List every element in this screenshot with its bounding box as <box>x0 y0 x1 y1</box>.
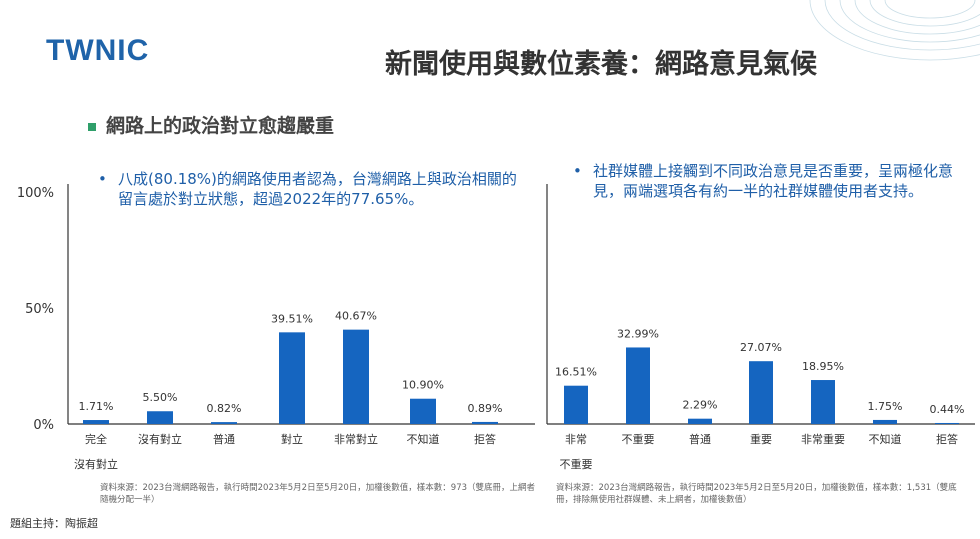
right-bar <box>564 385 588 424</box>
right-x-tick-label: 拒答 <box>936 432 958 446</box>
left-bar <box>279 332 305 424</box>
right-x-tick-label: 非常 <box>565 433 587 446</box>
right-bar-value-label: 32.99% <box>617 327 659 340</box>
right-bar-value-label: 2.29% <box>683 399 718 412</box>
left-bar-value-label: 1.71% <box>79 400 114 413</box>
left-bar <box>147 411 173 424</box>
left-bar <box>83 420 109 424</box>
left-bar <box>343 329 369 424</box>
right-x-tick-label: 重要 <box>750 432 772 446</box>
bullet-dot-icon: • <box>573 162 582 180</box>
right-bar <box>873 419 897 424</box>
left-bullet-text: 八成(80.18%)的網路使用者認為，台灣網路上與政治相關的留言處於對立狀態，超… <box>118 170 517 208</box>
left-x-tick-label: 不知道 <box>407 432 440 446</box>
bullet-dot-icon: • <box>98 170 107 188</box>
left-bar-value-label: 10.90% <box>402 379 444 392</box>
left-source-note: 資料來源：2023台灣網路報告，執行時間2023年5月2日至5月20日，加權後數… <box>100 483 536 505</box>
right-x-tick-label: 普通 <box>689 432 711 446</box>
left-bar <box>472 421 498 424</box>
right-bar-value-label: 27.07% <box>740 341 782 354</box>
host-credit: 題組主持：陶振超 <box>10 517 98 530</box>
page-title: 新聞使用與數位素養：網路意見氣候 <box>385 49 817 80</box>
left-x-tick-label: 對立 <box>281 432 303 446</box>
right-x-tick-label: 不重要 <box>560 457 593 471</box>
right-bar-value-label: 18.95% <box>802 360 844 373</box>
left-x-tick-label: 沒有對立 <box>74 457 118 471</box>
right-bar <box>688 418 712 424</box>
left-y-tick-label: 0% <box>33 418 54 433</box>
left-y-tick-label: 50% <box>25 302 54 317</box>
right-bar-value-label: 16.51% <box>555 366 597 379</box>
left-bar <box>410 398 436 424</box>
decorative-swirl <box>809 0 980 61</box>
left-bar-value-label: 40.67% <box>335 310 377 323</box>
right-bar-value-label: 1.75% <box>868 400 903 413</box>
right-bar-value-label: 0.44% <box>930 403 965 416</box>
right-bar <box>811 380 835 424</box>
right-source-note: 資料來源：2023台灣網路報告，執行時間2023年5月2日至5月20日，加權後數… <box>556 483 957 505</box>
left-x-tick-label: 沒有對立 <box>138 432 182 446</box>
right-x-tick-label: 不重要 <box>622 432 655 446</box>
right-bullet: • 社群媒體上接觸到不同政治意見是否重要，呈兩極化意見，兩端選項各有約一半的社群… <box>573 161 969 201</box>
left-bar-value-label: 0.82% <box>207 402 242 415</box>
left-x-tick-label: 普通 <box>213 432 235 446</box>
left-bar-value-label: 0.89% <box>468 402 503 415</box>
square-bullet-icon <box>88 122 96 131</box>
section-heading-text: 網路上的政治對立愈趨嚴重 <box>106 115 335 137</box>
section-heading: 網路上的政治對立愈趨嚴重 <box>88 111 334 138</box>
right-bar <box>749 361 773 424</box>
right-x-tick-label: 非常重要 <box>801 432 845 446</box>
right-bar <box>935 422 959 424</box>
right-x-tick-label: 不知道 <box>869 432 902 446</box>
left-bar <box>211 422 237 424</box>
left-y-tick-label: 100% <box>17 186 54 201</box>
left-x-tick-label: 非常對立 <box>334 432 378 446</box>
left-x-tick-label: 完全 <box>85 432 107 446</box>
right-bullet-text: 社群媒體上接觸到不同政治意見是否重要，呈兩極化意見，兩端選項各有約一半的社群媒體… <box>593 162 954 200</box>
left-bullet: • 八成(80.18%)的網路使用者認為，台灣網路上與政治相關的留言處於對立狀態… <box>98 169 518 209</box>
left-bar-value-label: 39.51% <box>271 312 313 325</box>
twnic-logo: TWNIC <box>46 34 150 67</box>
left-bar-value-label: 5.50% <box>143 391 178 404</box>
left-x-tick-label: 拒答 <box>474 432 496 446</box>
right-bar <box>626 347 650 424</box>
